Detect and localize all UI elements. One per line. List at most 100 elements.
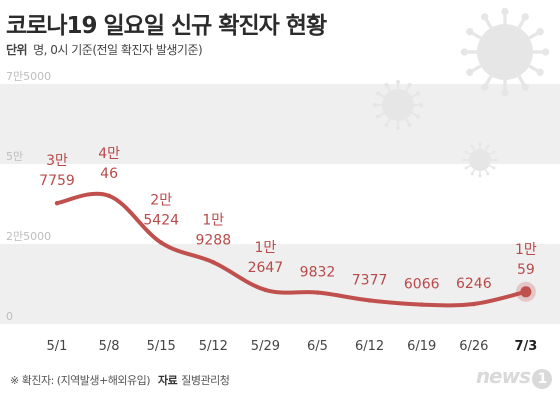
data-point: [471, 301, 476, 307]
chart-title: 코로나19 일요일 신규 확진자 현황: [6, 13, 327, 39]
virus-icon: [462, 142, 498, 178]
data-label: 9832: [300, 265, 336, 281]
virus-spike-tip: [416, 91, 421, 96]
unit-line: 단위 명, 0시 기준(전일 확진자 발생기준): [6, 41, 203, 58]
footnote: ※ 확진자: (지역발생+해외유입): [10, 374, 151, 387]
virus-spike-tip: [419, 102, 424, 108]
data-point: [419, 302, 424, 307]
y-tick-label: 5만: [6, 150, 23, 163]
virus-spike-tip: [494, 158, 498, 162]
virus-spike-tip: [395, 126, 401, 131]
source-key: 자료: [158, 374, 178, 387]
x-tick-label: 5/1: [47, 339, 68, 354]
data-point: [315, 290, 320, 295]
data-points: [54, 193, 536, 307]
virus-decoration: [372, 7, 550, 178]
data-label: 3만: [46, 153, 68, 169]
virus-spike-tip: [466, 68, 474, 76]
data-label: 9288: [195, 232, 231, 248]
data-label: 6246: [456, 276, 492, 292]
x-tick-label: 5/15: [147, 339, 176, 354]
y-axis-ticks: 0 2만5000 5만 7만5000: [6, 70, 51, 323]
footer: ※ 확진자: (지역발생+해외유입) 자료 질병관리청: [10, 372, 230, 388]
virus-spike-tip: [521, 83, 529, 91]
virus-spike-tip: [541, 48, 550, 56]
virus-icon: [372, 79, 424, 131]
virus-spike-tip: [464, 166, 468, 170]
virus-spike-tip: [372, 102, 377, 108]
virus-body: [477, 24, 533, 80]
y-tick-label: 7만5000: [6, 70, 51, 83]
data-label: 7377: [352, 272, 388, 288]
virus-spike-tip: [384, 123, 389, 128]
virus-spike-tip: [466, 28, 474, 36]
virus-spike-tip: [478, 174, 482, 178]
x-tick-label: 6/12: [355, 339, 384, 354]
data-label: 2647: [248, 260, 284, 276]
virus-spike-tip: [521, 13, 529, 21]
data-label: 7759: [39, 173, 75, 189]
virus-spike-tip: [407, 82, 412, 87]
virus-body: [382, 89, 414, 121]
series-path: [55, 191, 528, 308]
data-label: 1만: [255, 240, 277, 256]
x-tick-label: 7/3: [514, 339, 537, 354]
data-labels: 3만 7759 4만 46 2만 5424 1만 9288 1만 2647 9832 7377 6066…: [39, 146, 537, 293]
logo-badge: 1: [532, 369, 552, 389]
data-label: 46: [100, 166, 118, 182]
virus-spike-tip: [501, 7, 509, 16]
virus-spike-tip: [470, 172, 474, 176]
data-point: [520, 286, 532, 298]
virus-spike-tip: [486, 144, 490, 148]
virus-body: [469, 149, 491, 171]
virus-spike-tip: [536, 68, 544, 76]
virus-spike-tip: [416, 114, 421, 119]
virus-spike-tip: [395, 79, 401, 84]
data-label: 59: [517, 262, 535, 278]
data-point: [159, 240, 164, 245]
virus-spike-tip: [492, 150, 496, 154]
virus-icon: [460, 7, 550, 97]
data-label: 1만: [202, 212, 224, 228]
x-tick-label: 5/29: [251, 339, 280, 354]
data-label: 4만: [98, 146, 120, 162]
logo-text: news: [475, 364, 531, 388]
data-point: [54, 200, 60, 206]
y-tick-label: 2만5000: [6, 230, 51, 243]
x-tick-label: 5/8: [99, 339, 120, 354]
virus-spike-tip: [462, 158, 466, 162]
virus-spike-tip: [375, 114, 380, 119]
data-label: 5424: [143, 213, 179, 229]
x-tick-label: 5/12: [199, 339, 228, 354]
virus-spike-tip: [384, 82, 389, 87]
data-label: 1만: [515, 242, 537, 258]
unit-key: 단위: [6, 43, 28, 57]
source-text: 질병관리청: [181, 374, 230, 387]
virus-spike-tip: [464, 150, 468, 154]
x-tick-label: 6/26: [459, 339, 488, 354]
news1-logo: news 1: [476, 364, 552, 389]
unit-text: 명, 0시 기준(전일 확진자 발생기준): [33, 43, 203, 57]
data-label: 2만: [150, 193, 172, 209]
data-point: [367, 298, 372, 303]
data-point: [106, 193, 112, 199]
virus-spike-tip: [478, 142, 482, 146]
y-tick-label: 0: [6, 310, 13, 323]
band-0: [0, 244, 560, 324]
x-tick-label: 6/5: [307, 339, 328, 354]
virus-spike-tip: [492, 166, 496, 170]
virus-spike-tip: [481, 83, 489, 91]
virus-spike-tip: [486, 172, 490, 176]
virus-spike-tip: [470, 144, 474, 148]
virus-spike-tip: [375, 91, 380, 96]
virus-spike-tip: [501, 88, 509, 97]
virus-spike-tip: [536, 28, 544, 36]
virus-spike-tip: [407, 123, 412, 128]
x-axis-ticks: 5/1 5/8 5/15 5/12 5/29 6/5 6/12 6/19 6/26 7/3: [47, 339, 538, 354]
data-point: [263, 287, 268, 293]
data-point: [211, 260, 216, 265]
virus-spike-tip: [460, 48, 469, 56]
series-line: [55, 191, 528, 308]
virus-spike-tip: [481, 13, 489, 21]
